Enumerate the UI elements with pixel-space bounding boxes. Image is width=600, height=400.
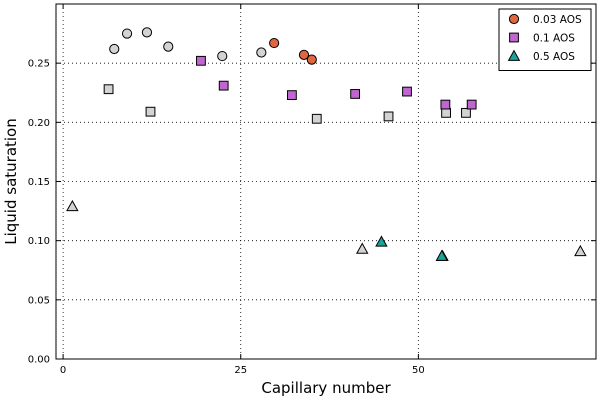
square-data-point	[103, 84, 114, 95]
y-tick-label: 0.10	[28, 236, 50, 247]
square-data-point	[218, 80, 229, 91]
square-data-point	[466, 99, 477, 110]
legend: 0.03 AOS 0.1 AOS 0.5 AOS	[498, 8, 592, 71]
x-tick-label: 25	[234, 365, 247, 376]
legend-circle-marker	[508, 13, 520, 25]
x-tick-label: 0	[60, 365, 66, 376]
circle-data-point	[217, 50, 228, 62]
square-data-point	[441, 107, 451, 118]
circle-data-point	[141, 27, 153, 38]
triangle-data-point	[435, 249, 449, 261]
y-tick-label: 0.00	[28, 355, 50, 366]
legend-triangle-marker	[507, 49, 521, 61]
triangle-data-point	[66, 199, 79, 212]
x-axis-label: Capillary number	[261, 379, 391, 397]
square-data-point	[461, 107, 471, 118]
square-data-point	[402, 86, 412, 97]
legend-square-marker	[509, 32, 519, 43]
square-data-point	[286, 90, 297, 101]
triangle-data-point	[355, 242, 369, 254]
circle-data-point	[298, 49, 310, 60]
legend-label: 0.1 AOS	[533, 33, 575, 45]
square-data-point	[383, 111, 394, 122]
square-data-point	[350, 89, 361, 99]
legend-label: 0.5 AOS	[533, 51, 575, 63]
circle-data-point	[256, 47, 267, 58]
legend-label: 0.03 AOS	[533, 14, 582, 26]
square-data-point	[440, 99, 451, 110]
x-tick-label: 50	[412, 365, 425, 376]
axis-ticks: 0 25 50 0.00 0.05 0.10 0.15 0.20 0.25	[28, 4, 596, 376]
triangle-data-point	[375, 235, 388, 247]
y-tick-label: 0.15	[28, 177, 50, 188]
y-tick-label: 0.20	[28, 118, 50, 129]
circle-data-point	[121, 28, 133, 39]
square-data-point	[145, 106, 156, 117]
circle-data-point	[163, 41, 174, 52]
square-data-point	[196, 55, 206, 66]
y-axis-label: Liquid saturation	[2, 118, 20, 245]
y-tick-label: 0.05	[28, 295, 50, 306]
circle-data-point	[306, 54, 317, 65]
y-tick-label: 0.25	[28, 59, 50, 70]
triangle-data-point	[574, 244, 587, 257]
data-points	[66, 27, 587, 261]
circle-data-point	[269, 37, 280, 49]
circle-data-point	[109, 43, 120, 55]
square-data-point	[311, 113, 322, 124]
